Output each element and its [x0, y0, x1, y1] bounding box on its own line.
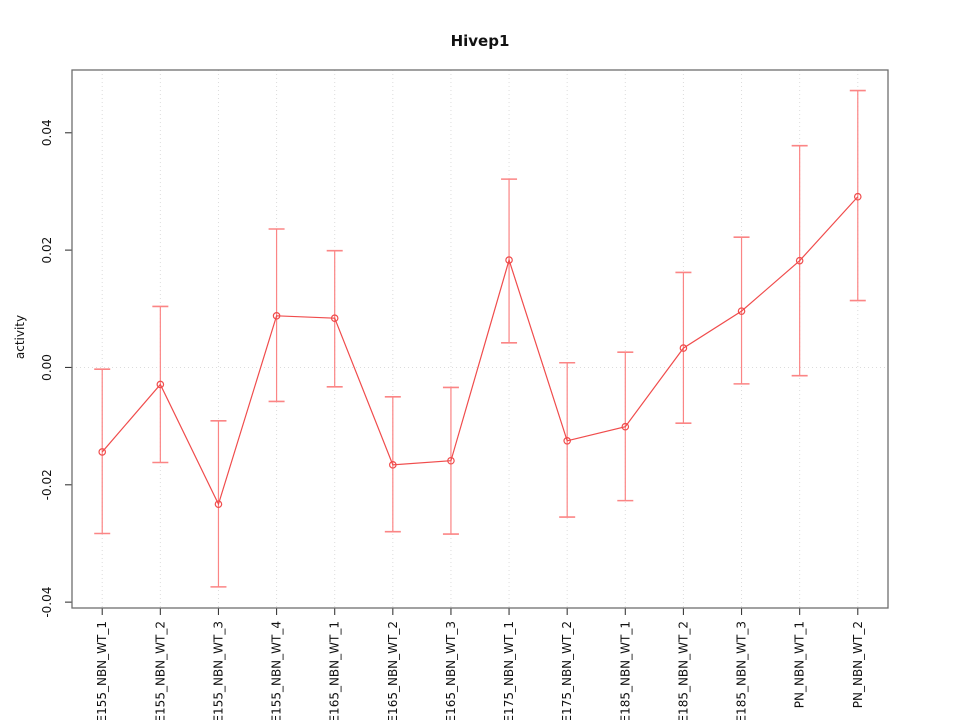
x-tick-label: E165_NBN_WT_1	[328, 621, 342, 720]
y-axis-title: activity	[13, 315, 27, 359]
y-tick-label: 0.00	[40, 354, 54, 381]
axis-layer: -0.04 -0.02 0.00 0.02 0.04 E155_NBN_WT_1 E155_…	[40, 119, 865, 720]
data-point-marker	[679, 344, 688, 352]
y-tick-label: 0.02	[40, 237, 54, 264]
y-tick-label: 0.04	[40, 119, 54, 146]
x-tick-label: E185_NBN_WT_1	[618, 621, 632, 720]
data-point-marker	[505, 256, 513, 264]
series-line	[101, 196, 859, 506]
x-tick-label: PN_NBN_WT_2	[851, 621, 865, 708]
plot-box	[71, 69, 889, 609]
x-tick-label: E175_NBN_WT_2	[560, 621, 574, 720]
data-point-marker	[853, 192, 862, 201]
x-tick-label: E175_NBN_WT_1	[502, 621, 516, 720]
y-tick-label: -0.02	[40, 469, 54, 500]
x-tick-label: E155_NBN_WT_3	[211, 621, 225, 720]
data-point-marker	[447, 456, 455, 465]
series-layer	[94, 89, 866, 588]
x-tick-label: E185_NBN_WT_2	[676, 621, 690, 720]
x-tick-label: PN_NBN_WT_1	[793, 621, 807, 708]
data-point-marker	[621, 422, 630, 431]
chart-title: Hivep1	[451, 32, 510, 50]
data-point-marker	[737, 307, 746, 315]
x-tick-label: E165_NBN_WT_2	[386, 621, 400, 720]
data-point-marker	[795, 256, 804, 265]
data-point-marker	[563, 436, 571, 445]
data-point-marker	[156, 380, 165, 389]
x-tick-label: E155_NBN_WT_1	[95, 621, 109, 720]
y-tick-label: -0.04	[40, 587, 54, 618]
data-point-marker	[272, 312, 281, 320]
data-point-marker	[389, 461, 397, 469]
grid-layer	[72, 70, 888, 608]
x-tick-label: E155_NBN_WT_2	[153, 621, 167, 720]
data-point-marker	[330, 314, 339, 322]
x-tick-label: E155_NBN_WT_4	[270, 621, 284, 720]
x-tick-label: E185_NBN_WT_3	[735, 621, 749, 720]
data-point-marker	[214, 500, 223, 508]
data-point-marker	[98, 448, 107, 456]
x-tick-label: E165_NBN_WT_3	[444, 621, 458, 720]
